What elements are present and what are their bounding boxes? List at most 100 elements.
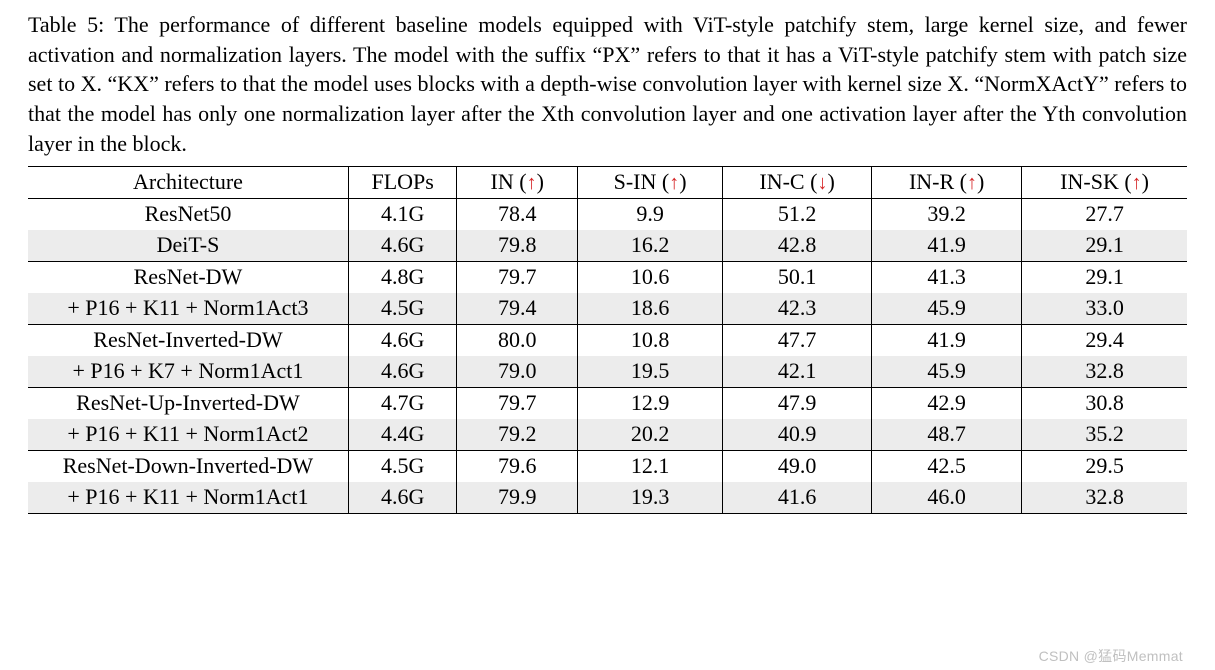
table-row: ResNet-Inverted-DW4.6G80.010.847.741.929… [28, 325, 1187, 357]
cell-in: 79.4 [457, 293, 578, 325]
cell-inc: 42.3 [723, 293, 872, 325]
cell-in: 79.2 [457, 419, 578, 451]
table-group: ResNet-DW4.8G79.710.650.141.329.1+ P16 +… [28, 262, 1187, 325]
cell-arch: ResNet-Up-Inverted-DW [28, 388, 348, 420]
table-row: DeiT-S4.6G79.816.242.841.929.1 [28, 230, 1187, 262]
cell-inr: 42.5 [872, 451, 1022, 483]
table-group: ResNet504.1G78.49.951.239.227.7DeiT-S4.6… [28, 199, 1187, 262]
cell-insk: 35.2 [1022, 419, 1187, 451]
paren-open: ( [805, 169, 818, 194]
cell-inc: 51.2 [723, 199, 872, 231]
cell-sin: 20.2 [578, 419, 723, 451]
cell-insk: 29.4 [1022, 325, 1187, 357]
paren-open: ( [954, 169, 967, 194]
cell-inr: 39.2 [872, 199, 1022, 231]
table-row: ResNet-DW4.8G79.710.650.141.329.1 [28, 262, 1187, 294]
col-header-insk-label: IN-SK [1060, 169, 1119, 194]
paren-close: ) [827, 169, 834, 194]
table-row: ResNet504.1G78.49.951.239.227.7 [28, 199, 1187, 231]
table-caption: Table 5: The performance of different ba… [28, 10, 1187, 158]
col-header-inc: IN-C (↓) [723, 167, 872, 199]
cell-flops: 4.6G [348, 482, 456, 514]
cell-arch: ResNet-Inverted-DW [28, 325, 348, 357]
arrow-up-icon: ↑ [1132, 172, 1142, 194]
page: Table 5: The performance of different ba… [0, 0, 1215, 670]
cell-flops: 4.8G [348, 262, 456, 294]
cell-insk: 32.8 [1022, 356, 1187, 388]
cell-sin: 12.9 [578, 388, 723, 420]
cell-flops: 4.1G [348, 199, 456, 231]
cell-sin: 19.3 [578, 482, 723, 514]
cell-in: 79.7 [457, 388, 578, 420]
cell-arch: + P16 + K11 + Norm1Act2 [28, 419, 348, 451]
cell-inr: 41.9 [872, 230, 1022, 262]
cell-sin: 16.2 [578, 230, 723, 262]
cell-arch: + P16 + K11 + Norm1Act1 [28, 482, 348, 514]
cell-arch: ResNet50 [28, 199, 348, 231]
cell-insk: 30.8 [1022, 388, 1187, 420]
cell-insk: 33.0 [1022, 293, 1187, 325]
cell-arch: DeiT-S [28, 230, 348, 262]
cell-inc: 42.1 [723, 356, 872, 388]
watermark-text: CSDN @猛码Memmat [1039, 646, 1183, 666]
paren-close: ) [537, 169, 544, 194]
cell-in: 79.6 [457, 451, 578, 483]
cell-sin: 10.8 [578, 325, 723, 357]
cell-flops: 4.6G [348, 325, 456, 357]
col-header-inr: IN-R (↑) [872, 167, 1022, 199]
cell-inr: 45.9 [872, 356, 1022, 388]
cell-inr: 41.3 [872, 262, 1022, 294]
col-header-flops: FLOPs [348, 167, 456, 199]
col-header-inc-label: IN-C [759, 169, 804, 194]
cell-inc: 40.9 [723, 419, 872, 451]
arrow-up-icon: ↑ [669, 172, 679, 194]
paren-open: ( [1119, 169, 1132, 194]
paren-open: ( [514, 169, 527, 194]
cell-inc: 41.6 [723, 482, 872, 514]
cell-inc: 50.1 [723, 262, 872, 294]
cell-flops: 4.7G [348, 388, 456, 420]
cell-sin: 12.1 [578, 451, 723, 483]
cell-in: 79.7 [457, 262, 578, 294]
col-header-inr-label: IN-R [909, 169, 954, 194]
cell-inr: 46.0 [872, 482, 1022, 514]
cell-inr: 42.9 [872, 388, 1022, 420]
table-group: ResNet-Inverted-DW4.6G80.010.847.741.929… [28, 325, 1187, 388]
cell-insk: 29.5 [1022, 451, 1187, 483]
cell-flops: 4.4G [348, 419, 456, 451]
cell-insk: 29.1 [1022, 262, 1187, 294]
table-row: ResNet-Down-Inverted-DW4.5G79.612.149.04… [28, 451, 1187, 483]
paren-close: ) [679, 169, 686, 194]
cell-in: 79.9 [457, 482, 578, 514]
cell-sin: 19.5 [578, 356, 723, 388]
cell-inc: 47.7 [723, 325, 872, 357]
cell-flops: 4.5G [348, 451, 456, 483]
paren-close: ) [977, 169, 984, 194]
col-header-insk: IN-SK (↑) [1022, 167, 1187, 199]
cell-flops: 4.6G [348, 356, 456, 388]
arrow-down-icon: ↓ [817, 172, 827, 194]
table-group: ResNet-Up-Inverted-DW4.7G79.712.947.942.… [28, 388, 1187, 451]
cell-arch: + P16 + K11 + Norm1Act3 [28, 293, 348, 325]
arrow-up-icon: ↑ [527, 172, 537, 194]
cell-sin: 10.6 [578, 262, 723, 294]
cell-flops: 4.6G [348, 230, 456, 262]
arrow-up-icon: ↑ [967, 172, 977, 194]
col-header-in: IN (↑) [457, 167, 578, 199]
paren-close: ) [1142, 169, 1149, 194]
cell-inr: 41.9 [872, 325, 1022, 357]
table-group: ResNet-Down-Inverted-DW4.5G79.612.149.04… [28, 451, 1187, 514]
table-row: ResNet-Up-Inverted-DW4.7G79.712.947.942.… [28, 388, 1187, 420]
col-header-sin-label: S-IN [614, 169, 657, 194]
cell-inc: 47.9 [723, 388, 872, 420]
cell-inc: 49.0 [723, 451, 872, 483]
table-row: + P16 + K11 + Norm1Act34.5G79.418.642.34… [28, 293, 1187, 325]
col-header-in-label: IN [491, 169, 514, 194]
cell-arch: ResNet-Down-Inverted-DW [28, 451, 348, 483]
cell-sin: 9.9 [578, 199, 723, 231]
cell-inc: 42.8 [723, 230, 872, 262]
cell-in: 80.0 [457, 325, 578, 357]
cell-arch: + P16 + K7 + Norm1Act1 [28, 356, 348, 388]
table-row: + P16 + K7 + Norm1Act14.6G79.019.542.145… [28, 356, 1187, 388]
cell-inr: 48.7 [872, 419, 1022, 451]
